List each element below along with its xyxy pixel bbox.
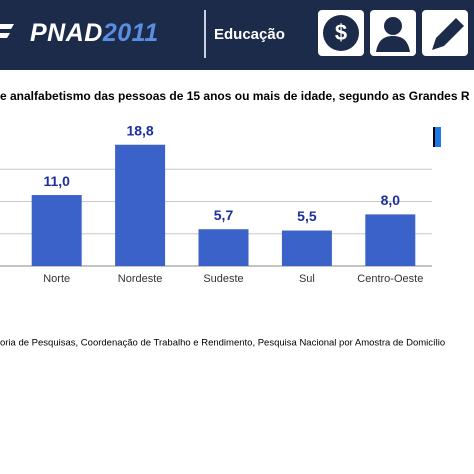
bar	[198, 229, 249, 266]
legend-fragment-edge	[433, 127, 435, 147]
bar	[115, 144, 166, 266]
logo: PNAD2011	[30, 19, 159, 48]
header: PNAD2011 Educação $	[0, 0, 474, 70]
x-tick-label: Norte	[43, 273, 70, 285]
value-label: 5,5	[297, 208, 317, 224]
section-title: Educação	[214, 26, 285, 43]
x-tick-label: Sudeste	[203, 273, 243, 285]
separator	[204, 10, 206, 58]
bar	[281, 230, 332, 266]
money-button[interactable]: $	[318, 10, 364, 56]
logo-text: PNAD	[30, 19, 103, 47]
user-button[interactable]	[370, 10, 416, 56]
x-tick-label: Centro-Oeste	[357, 273, 423, 285]
value-label: 5,7	[214, 207, 234, 223]
svg-text:$: $	[335, 20, 347, 45]
logo-year: 2011	[102, 19, 159, 47]
logo-mark	[0, 24, 14, 38]
bar	[31, 195, 82, 266]
value-label: 11,0	[43, 173, 70, 189]
x-tick-label: Sul	[299, 273, 315, 285]
x-tick-label: Nordeste	[118, 273, 163, 285]
legend-fragment	[433, 127, 441, 147]
edit-button[interactable]	[422, 10, 468, 56]
chart: e analfabetismo das pessoas de 15 anos o…	[0, 89, 470, 349]
bar	[365, 214, 416, 266]
chart-title: e analfabetismo das pessoas de 15 anos o…	[0, 89, 470, 103]
value-label: 18,8	[126, 122, 153, 138]
source-note: oria de Pesquisas, Coordenação de Trabal…	[0, 338, 445, 349]
value-label: 8,0	[381, 192, 401, 208]
